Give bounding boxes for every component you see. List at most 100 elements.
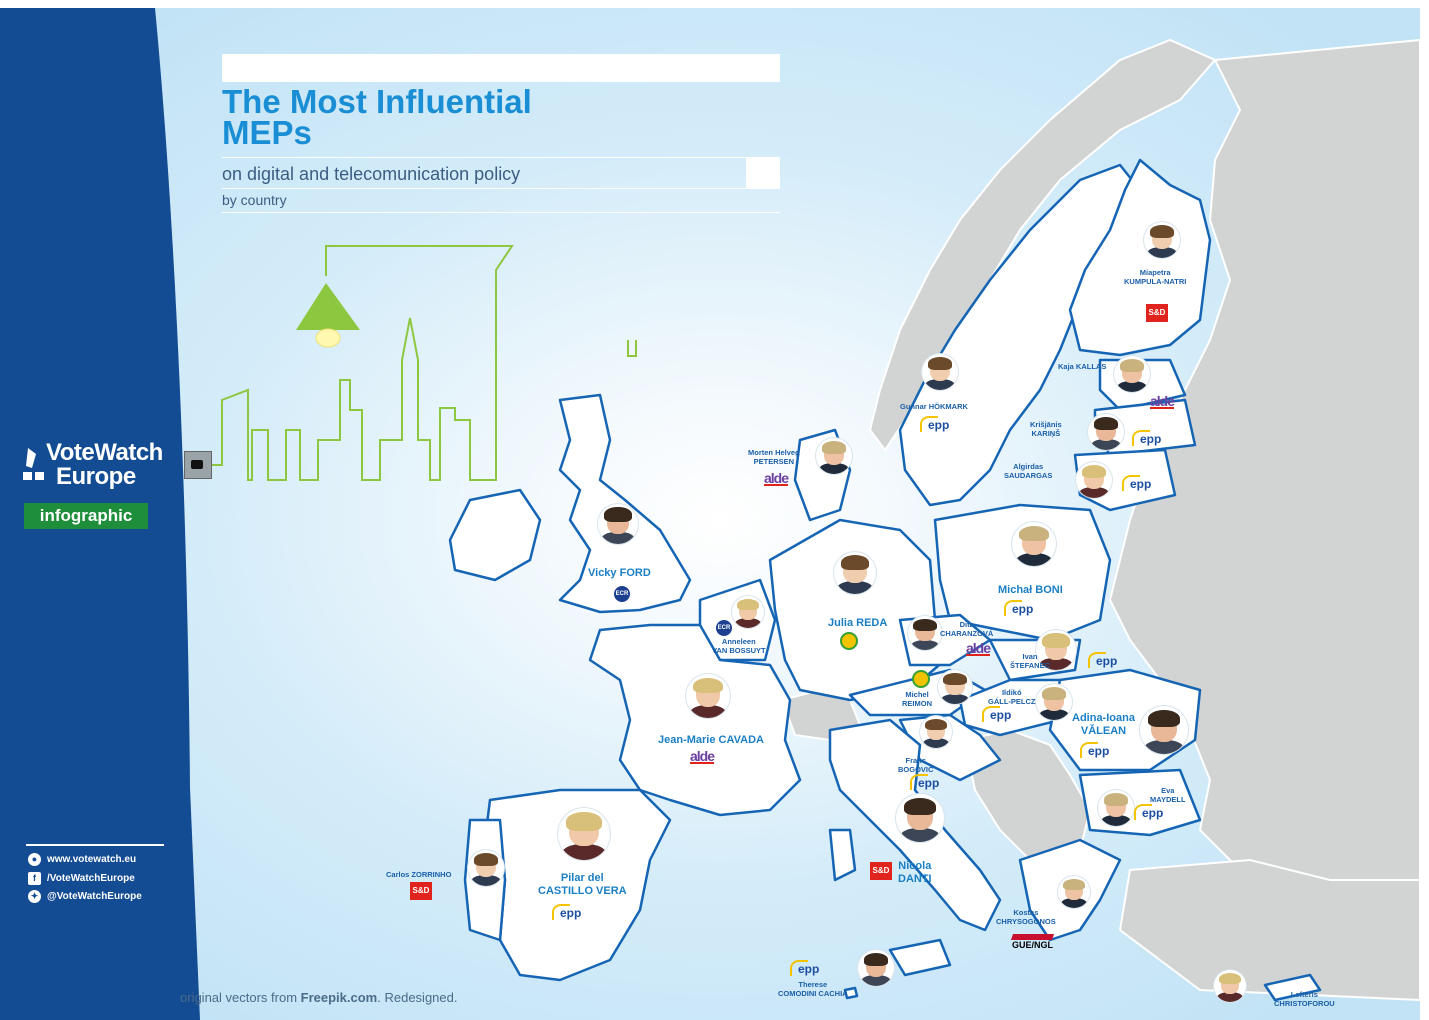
sd-logo: S&D (1146, 304, 1168, 322)
mep-name: Gunnar HÖKMARK (900, 402, 968, 411)
facebook-icon: f (28, 872, 41, 885)
mep-name: Michał BONI (998, 584, 1063, 596)
lamp-bulb (315, 328, 341, 348)
power-plug-icon (184, 451, 212, 479)
mep-name: Adina-Ioana VĂLEAN (1072, 712, 1135, 737)
land-sicily (888, 938, 952, 977)
page-title: The Most Influential MEPs (222, 83, 742, 149)
epp-logo: epp (1088, 652, 1117, 668)
land-finland (1068, 158, 1212, 357)
mep-name: Julia REDA (828, 617, 888, 629)
mep-photo (834, 552, 876, 594)
land-france (588, 623, 802, 817)
mep-name: Kostas CHRYSOGONOS (996, 908, 1056, 926)
website-link[interactable]: ● www.votewatch.eu (28, 853, 136, 866)
mep-photo (1098, 790, 1134, 826)
title-line-1: The Most Influential (222, 83, 532, 120)
land-sardinia (828, 828, 857, 882)
mep-photo (1036, 630, 1076, 670)
mep-name: Algirdas SAUDARGAS (1004, 462, 1053, 480)
sd-logo: S&D (410, 882, 432, 900)
epp-logo: epp (1080, 742, 1109, 758)
credit-prefix: original vectors from (180, 990, 301, 1005)
mep-photo (1012, 522, 1056, 566)
alde-logo: alde (764, 470, 789, 486)
social-divider (26, 844, 164, 846)
mep-photo (1114, 356, 1150, 392)
facebook-link[interactable]: f/VoteWatchEurope (28, 872, 135, 885)
website-text: www.votewatch.eu (47, 854, 137, 866)
twitter-icon: ✦ (28, 890, 41, 903)
credit-suffix: . Redesigned. (377, 990, 458, 1005)
mep-photo (598, 504, 638, 544)
mep-photo (922, 354, 958, 390)
sd-logo: S&D (870, 862, 892, 880)
epp-logo: epp (790, 960, 819, 976)
mep-photo (858, 950, 894, 986)
mep-name: Ivan ŠTEFANEC (1010, 652, 1051, 670)
subtitle-box (746, 158, 780, 188)
ballot-box-icon (23, 448, 44, 480)
credit-line: original vectors from Freepik.com. Redes… (180, 990, 457, 1005)
twitter-link[interactable]: ✦ @VoteWatchEurope (28, 890, 142, 903)
epp-logo: epp (982, 706, 1011, 722)
mep-name: Vicky FORD (588, 567, 651, 579)
credit-source[interactable]: Freepik.com (300, 990, 378, 1005)
mep-photo (896, 794, 944, 842)
mep-photo (1058, 876, 1090, 908)
ecr-logo: ECR (716, 620, 732, 636)
mep-photo (558, 808, 610, 860)
mep-photo (1088, 414, 1124, 450)
subtitle: on digital and telecomunication policy (222, 164, 521, 184)
land-poland (933, 503, 1112, 642)
mep-name: Ildikó GÁLL-PELCZ (988, 688, 1036, 706)
infographic-badge: infographic (24, 503, 148, 529)
lamp-wire (210, 245, 514, 481)
lamp-shade (296, 283, 360, 330)
mep-photo (908, 616, 942, 650)
lamp-spire (627, 340, 637, 357)
gue-ngl-logo: GUE/NGL (1010, 934, 1055, 950)
epp-logo: epp (920, 416, 949, 432)
mep-name: Pilar del CASTILLO VERA (538, 872, 627, 897)
greens-logo (912, 670, 930, 688)
mep-photo (686, 674, 730, 718)
twitter-text: @VoteWatchEurope (47, 891, 142, 903)
mep-photo (938, 670, 972, 704)
brand-logo[interactable]: VoteWatch Europe (22, 441, 163, 489)
epp-logo: epp (1004, 600, 1033, 616)
mep-photo (1036, 684, 1072, 720)
globe-icon: ● (28, 853, 41, 866)
mep-name: Miapetra KUMPULA-NATRI (1124, 268, 1187, 286)
mep-name: Nicola DANTI (898, 860, 932, 885)
epp-logo: epp (1132, 430, 1161, 446)
title-rule (222, 157, 780, 158)
mep-name: Anneleen VAN BOSSUYT (712, 637, 766, 655)
alde-logo: alde (1150, 393, 1175, 409)
land-ireland (448, 488, 542, 582)
mep-photo (468, 850, 504, 886)
mep-name: Kaja KALLAS (1058, 362, 1107, 371)
mep-photo (1140, 706, 1188, 754)
mep-photo (1144, 222, 1180, 258)
epp-logo: epp (910, 774, 939, 790)
alde-logo: alde (966, 640, 991, 656)
mep-photo (1076, 462, 1112, 498)
subtitle-rule (222, 188, 780, 189)
mep-name: Dita CHARANZOVÁ (940, 620, 994, 638)
land-cyprus (1263, 973, 1322, 1002)
land-uk (558, 393, 692, 614)
non-eu-turkey (1118, 858, 1421, 1002)
brand-name-2: Europe (56, 463, 136, 490)
title-top-bar (222, 54, 780, 82)
mep-name: Jean-Marie CAVADA (658, 734, 764, 746)
byline: by country (222, 192, 287, 208)
greens-logo (840, 632, 858, 650)
epp-logo: epp (1134, 804, 1163, 820)
mep-photo (920, 716, 952, 748)
mep-photo (732, 596, 764, 628)
mep-name: Therese COMODINI CACHIA (778, 980, 848, 998)
mep-name: Franc BOGOVIČ (898, 756, 934, 774)
